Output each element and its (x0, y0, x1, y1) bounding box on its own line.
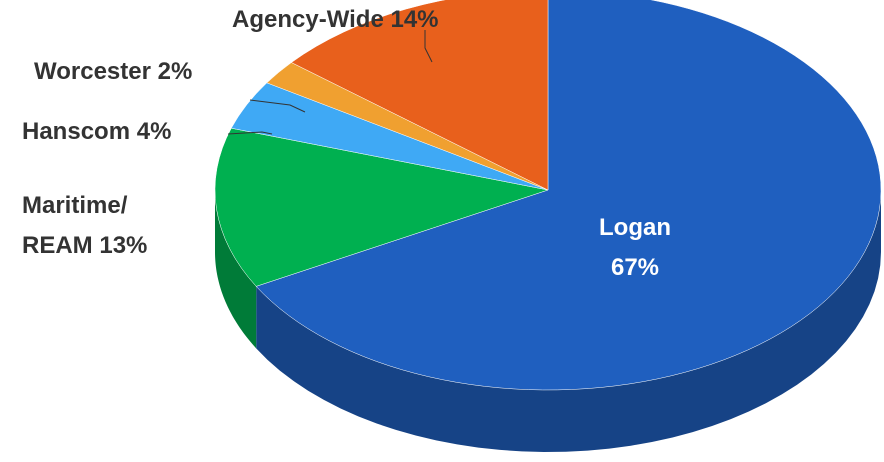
category-label: Maritime/ REAM (22, 192, 128, 259)
slice (255, 0, 882, 391)
slice (290, 0, 549, 191)
slice-side (215, 190, 257, 349)
category-label: Agency-Wide (232, 6, 384, 33)
slice-side (256, 190, 881, 452)
value-label: 14% (390, 6, 439, 33)
leader-line (227, 131, 273, 135)
slice-label: Worcester 2% (34, 52, 192, 92)
category-label: Worcester (34, 58, 151, 85)
value-label: 4% (136, 118, 172, 145)
slice (214, 127, 549, 287)
slice-label: Hanscom 4% (22, 112, 171, 152)
value-label: 13% (99, 232, 148, 259)
pie (214, 0, 882, 452)
leader-line (424, 30, 433, 63)
value-label: 2% (157, 58, 193, 85)
slice-label: Agency-Wide 14% (232, 0, 439, 40)
slice-label: Maritime/ REAM 13% (22, 186, 192, 266)
value-label: 67% (610, 254, 660, 281)
category-label: Logan (599, 214, 671, 241)
leader-line (249, 99, 306, 113)
leader-lines (227, 30, 433, 135)
slice-label: Logan 67% (580, 208, 690, 288)
category-label: Hanscom (22, 118, 131, 145)
